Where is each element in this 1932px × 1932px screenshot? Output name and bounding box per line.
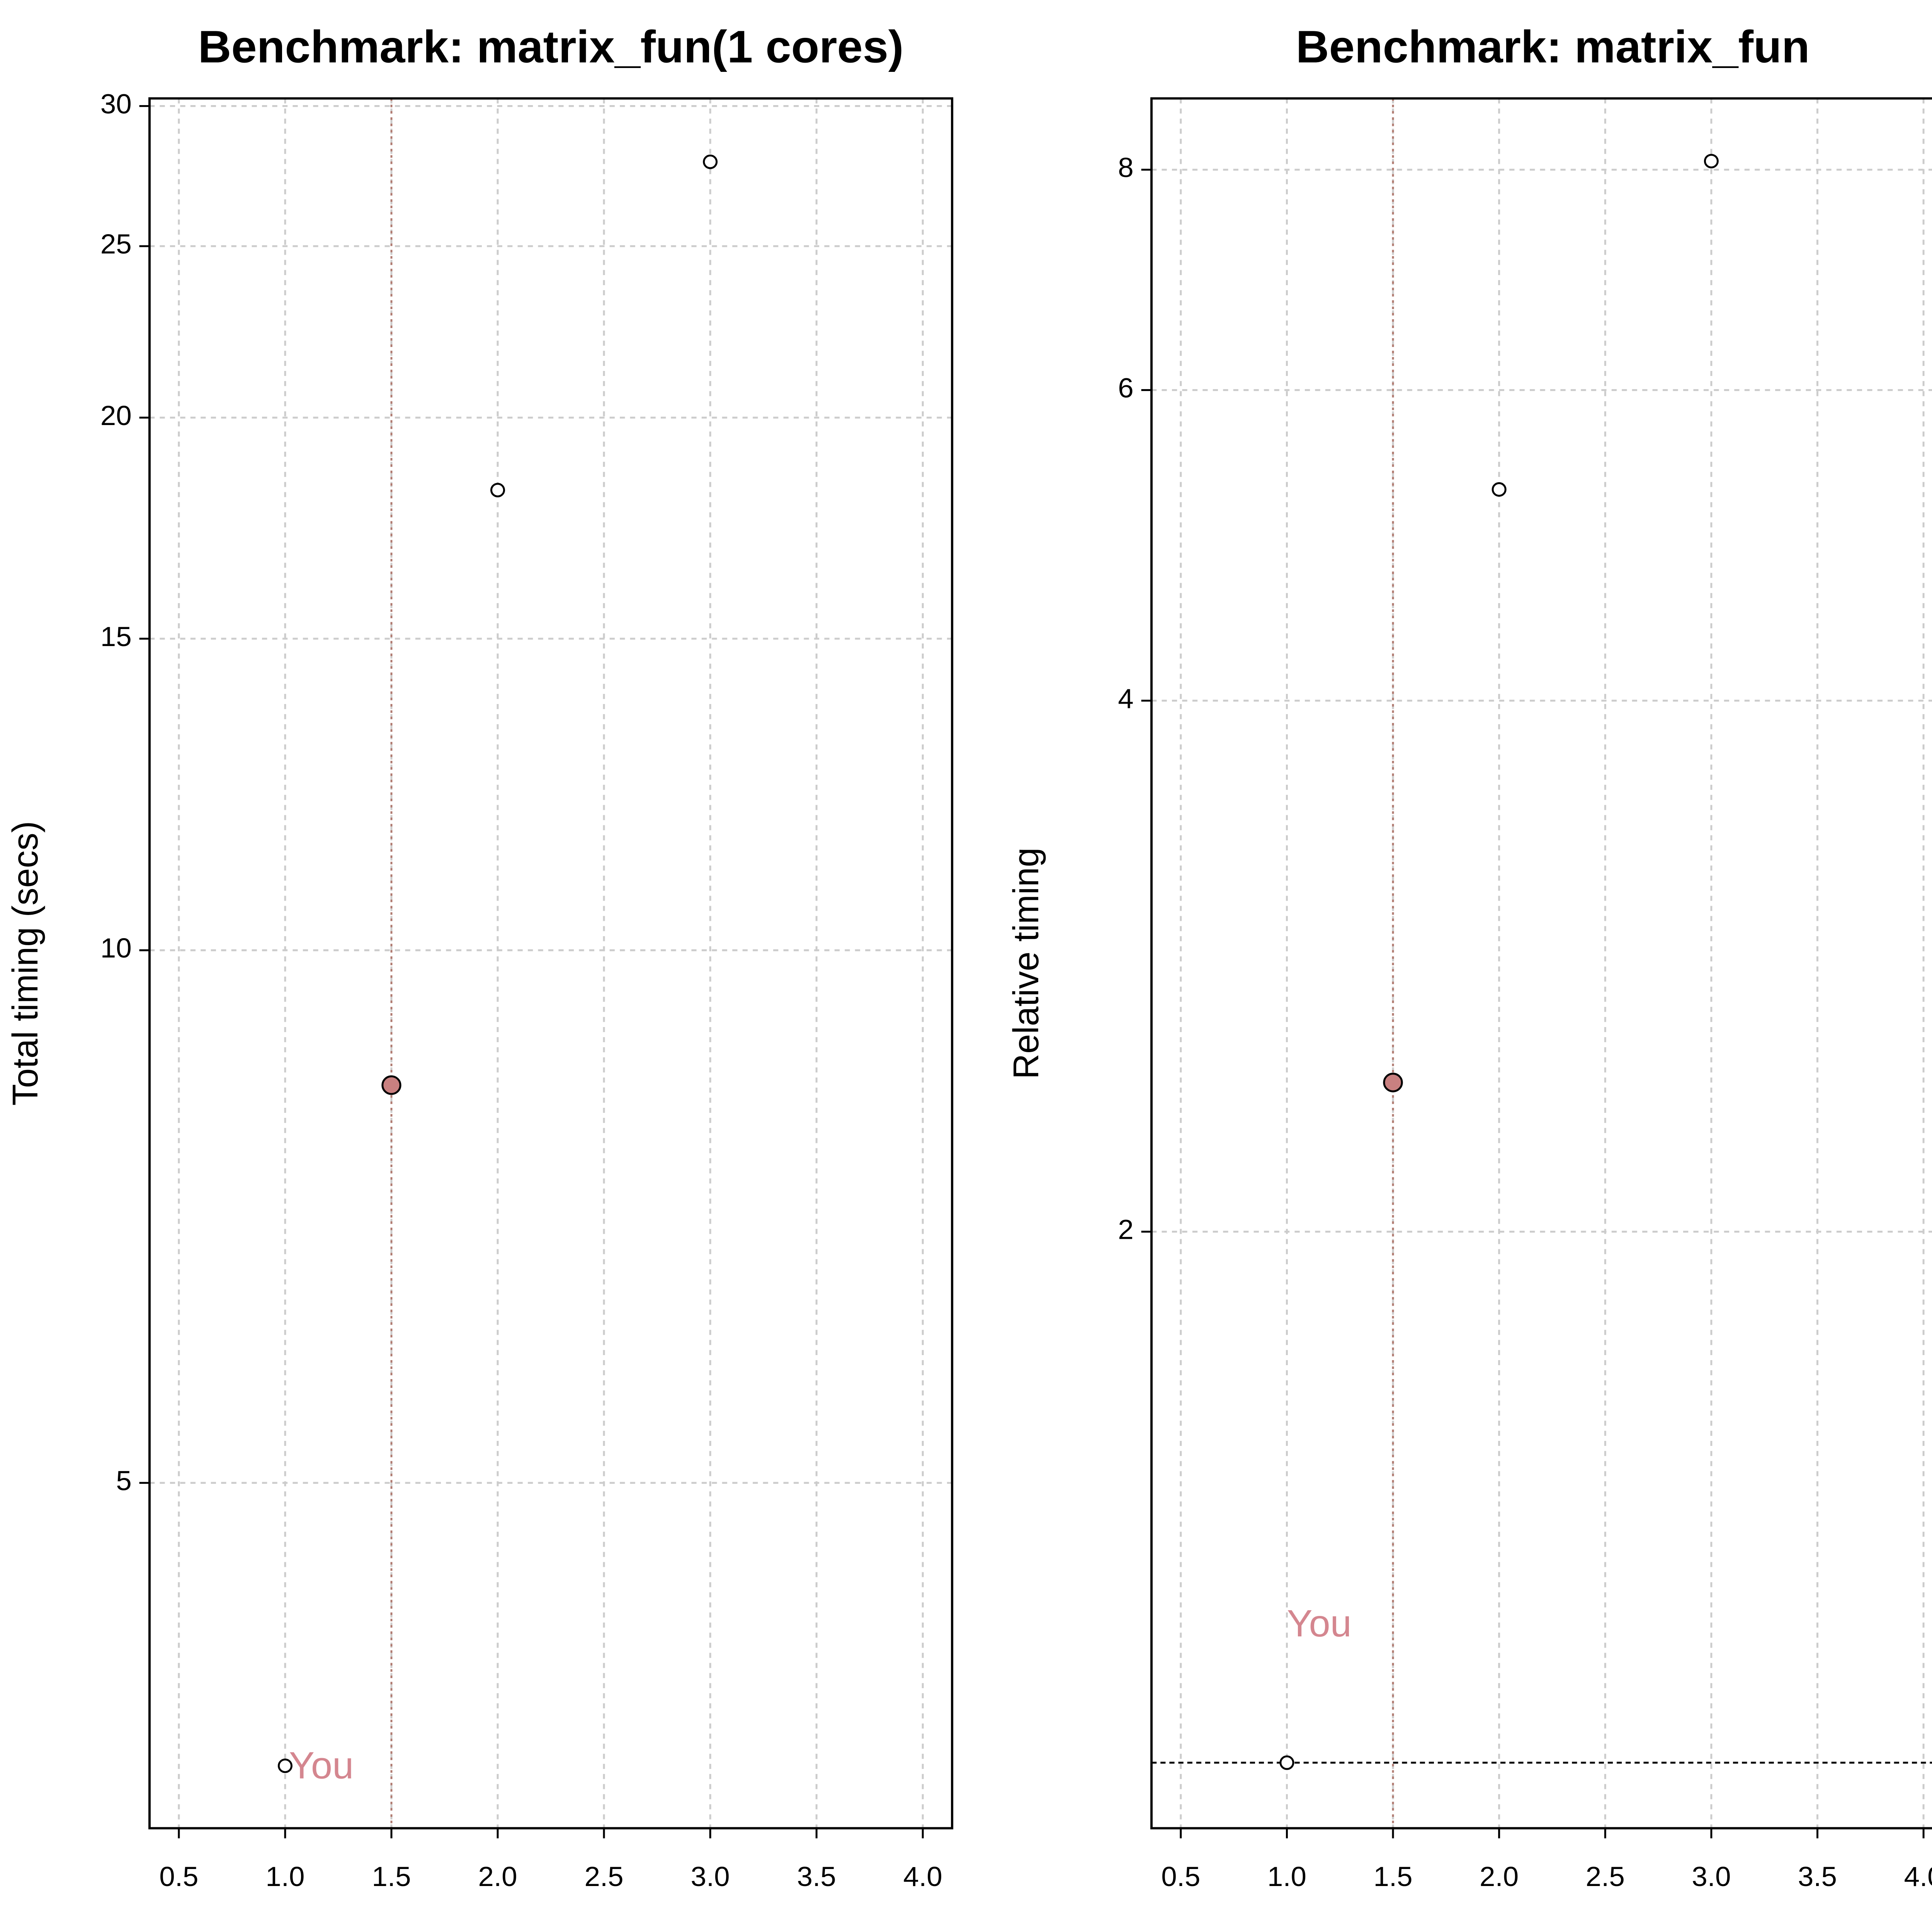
point — [277, 1759, 293, 1773]
y-tick-label: 8 — [1118, 153, 1133, 183]
x-tick-label: 1.0 — [1267, 1861, 1306, 1892]
x-axis-label: Rank — [1510, 1930, 1594, 1932]
x-axis-label: Rank — [509, 1930, 593, 1932]
y-tick-label: 30 — [100, 89, 132, 119]
x-tick-label: 1.0 — [265, 1861, 304, 1892]
point — [703, 155, 718, 169]
chart-title: Benchmark: matrix_fun — [1296, 22, 1810, 72]
x-tick-label: 1.5 — [1373, 1861, 1412, 1892]
highlight-point — [381, 1075, 401, 1095]
x-tick-label: 3.0 — [1692, 1861, 1731, 1892]
highlight-point — [1383, 1073, 1403, 1092]
x-tick-label: 2.0 — [1480, 1861, 1519, 1892]
y-axis-label: Total timing (secs) — [5, 821, 46, 1106]
point — [1492, 482, 1507, 497]
y-axis-label: Relative timing — [1006, 847, 1046, 1079]
x-tick-label: 1.5 — [372, 1861, 411, 1892]
x-tick-label: 2.5 — [584, 1861, 623, 1892]
y-tick-label: 20 — [100, 400, 132, 431]
annotation: You — [289, 1744, 354, 1786]
plot-frame — [1150, 97, 1932, 1830]
chart-title: Benchmark: matrix_fun(1 cores) — [198, 22, 903, 72]
x-tick-label: 3.5 — [1798, 1861, 1837, 1892]
x-tick-label: 0.5 — [1161, 1861, 1200, 1892]
y-tick-label: 6 — [1118, 373, 1133, 403]
y-tick-label: 25 — [100, 229, 132, 259]
x-tick-label: 4.0 — [903, 1861, 942, 1892]
y-tick-label: 5 — [116, 1466, 131, 1496]
y-tick-label: 4 — [1118, 684, 1133, 714]
x-tick-label: 4.0 — [1904, 1861, 1932, 1892]
point — [1279, 1755, 1294, 1770]
plot-frame — [148, 97, 954, 1830]
x-tick-label: 3.0 — [691, 1861, 730, 1892]
y-tick-label: 2 — [1118, 1214, 1133, 1245]
y-tick-label: 10 — [100, 933, 132, 964]
x-tick-label: 2.5 — [1586, 1861, 1625, 1892]
y-tick-label: 15 — [100, 621, 132, 652]
point — [490, 483, 505, 498]
point — [1704, 154, 1719, 168]
x-tick-label: 3.5 — [797, 1861, 836, 1892]
annotation: You — [1287, 1602, 1351, 1645]
x-tick-label: 2.0 — [478, 1861, 517, 1892]
x-tick-label: 0.5 — [159, 1861, 198, 1892]
